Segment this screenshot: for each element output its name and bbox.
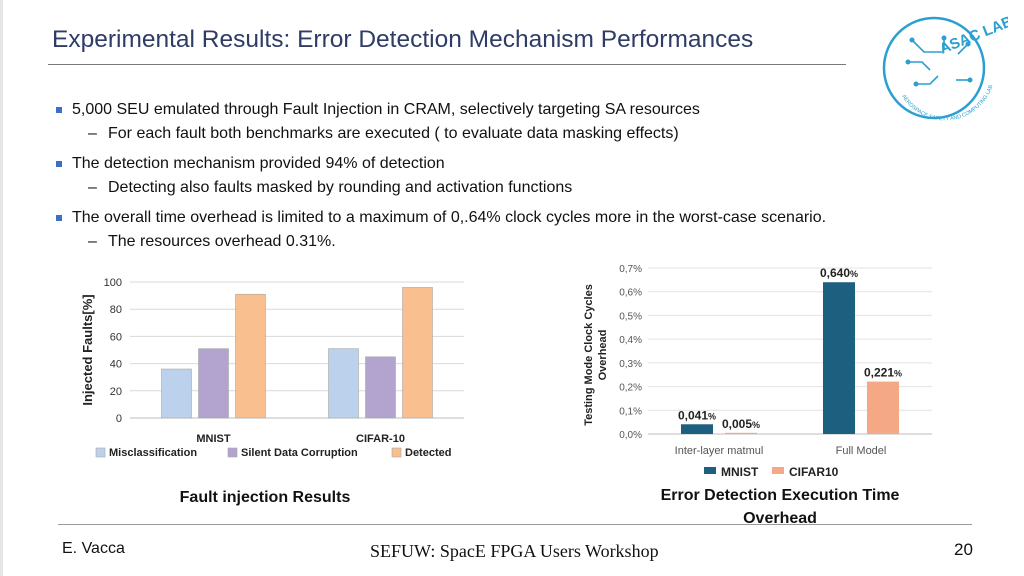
y-tick-label: 0,4% <box>619 335 642 346</box>
y-tick-label: 0,6% <box>619 288 642 299</box>
bar <box>161 368 192 419</box>
y-tick-label: 60 <box>110 331 122 343</box>
data-label: 0,041% <box>678 408 716 422</box>
data-label-suffix: % <box>850 269 858 279</box>
x-tick-label: Full Model <box>836 445 887 457</box>
data-label: 0,221% <box>864 366 902 380</box>
legend-label: CIFAR10 <box>789 465 839 479</box>
bar <box>402 287 433 419</box>
sub-bullet-item: – The resources overhead 0.31%. <box>88 233 336 250</box>
bullet-list: 5,000 SEU emulated through Fault Injecti… <box>56 98 956 260</box>
legend-label: MNIST <box>721 465 759 479</box>
bar <box>681 424 713 434</box>
sub-bullet-item: – Detecting also faults masked by roundin… <box>88 179 573 196</box>
y-tick-label: 100 <box>104 277 122 289</box>
slide-title: Experimental Results: Error Detection Me… <box>52 26 754 53</box>
bullet-item: 5,000 SEU emulated through Fault Injecti… <box>56 98 956 122</box>
bar <box>867 381 899 434</box>
data-label: 0,640% <box>820 266 858 280</box>
sub-bullet-item: – For each fault both benchmarks are exec… <box>88 125 679 142</box>
chart2-caption: Error Detection Execution Time Overhead <box>660 487 900 527</box>
y-tick-label: 0,2% <box>619 383 642 394</box>
y-tick-label: 20 <box>110 386 122 398</box>
legend-swatch <box>95 447 106 458</box>
fault-injection-chart: 0 20 40 60 80 100 Injected Faults[%] MNIST CIFAR… <box>80 277 464 459</box>
legend-swatch <box>704 467 716 474</box>
bar <box>328 348 359 419</box>
footer-divider <box>58 524 972 525</box>
bar <box>725 432 757 434</box>
x-tick-label: Inter-layer matmul <box>675 445 764 457</box>
legend-label: Silent Data Corruption <box>241 447 358 459</box>
legend-swatch <box>227 447 238 458</box>
data-label-suffix: % <box>708 411 716 421</box>
y-tick-label: 80 <box>110 304 122 316</box>
y-tick-label: 0,3% <box>619 359 642 370</box>
data-label-suffix: % <box>752 420 760 430</box>
title-divider <box>48 64 846 65</box>
slide-edge <box>0 0 3 576</box>
y-tick-label: 0,5% <box>619 311 642 322</box>
y-axis-label: Testing Mode Clock Cycles <box>583 284 595 426</box>
bar <box>365 356 396 419</box>
chart1-caption: Fault injection Results <box>179 489 351 506</box>
x-tick-label: CIFAR-10 <box>356 433 405 445</box>
y-tick-label: 40 <box>110 359 122 371</box>
asac-lab-logo: ASAC LAB AEROSPACE SAFETY AND COMPUTING … <box>882 13 1008 122</box>
bullet-item: The overall time overhead is limited to … <box>56 206 956 230</box>
legend-label: Misclassification <box>109 447 197 459</box>
footer-author: E. Vacca <box>62 540 125 557</box>
data-label-suffix: % <box>894 369 902 379</box>
y-axis-label: Injected Faults[%] <box>80 294 95 405</box>
data-label: 0,005% <box>722 417 760 431</box>
footer-title: SEFUW: SpacE FPGA Users Workshop <box>370 541 659 561</box>
y-tick-label: 0,0% <box>619 430 642 441</box>
bar <box>823 282 855 434</box>
bullet-item: The detection mechanism provided 94% of … <box>56 152 956 176</box>
y-tick-label: 0,1% <box>619 406 642 417</box>
bar <box>235 293 266 419</box>
legend-label: Detected <box>405 447 451 459</box>
legend-swatch <box>391 447 402 458</box>
legend-swatch <box>772 467 784 474</box>
bar <box>198 348 229 419</box>
page-number: 20 <box>954 540 973 559</box>
y-tick-label: 0 <box>116 413 122 425</box>
y-axis-label: Overhead <box>597 330 609 381</box>
y-tick-label: 0,7% <box>619 264 642 275</box>
overhead-chart: 0,0% 0,1% 0,2% 0,3% 0,4% 0,5% 0,6% 0,7% Testing … <box>583 264 932 479</box>
x-tick-label: MNIST <box>196 433 231 445</box>
